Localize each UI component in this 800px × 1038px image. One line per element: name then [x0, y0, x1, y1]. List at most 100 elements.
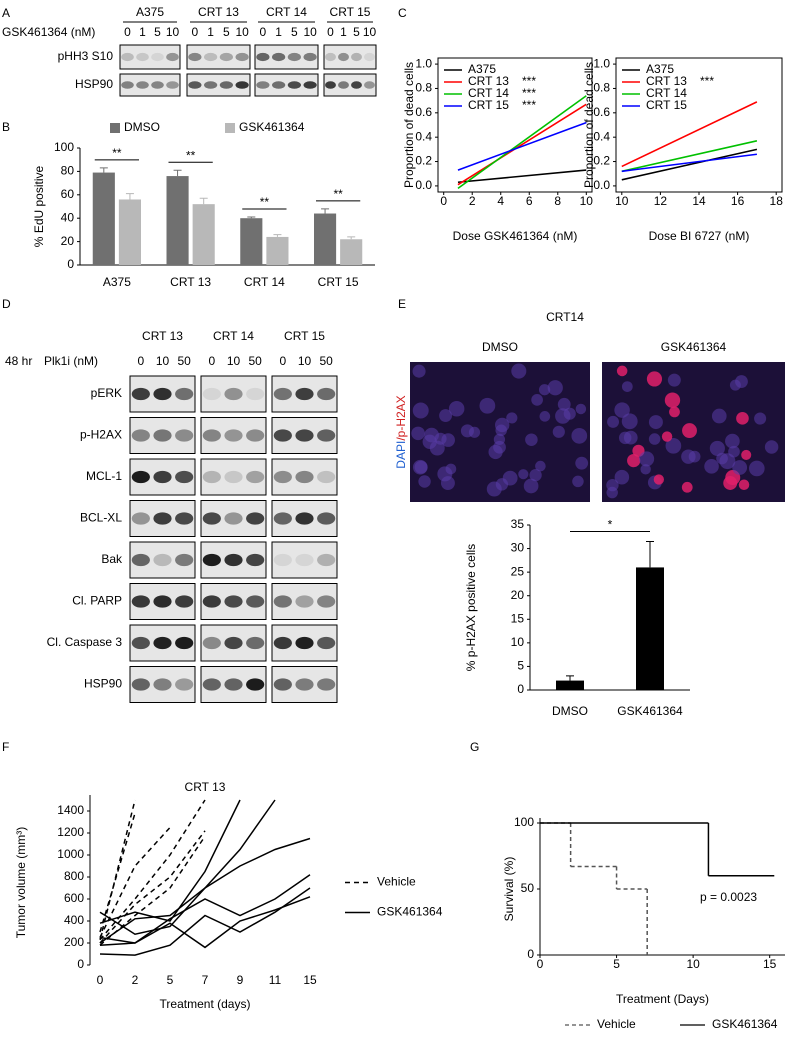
bar — [636, 567, 664, 690]
blot — [323, 44, 377, 70]
cell-line-label: A375 — [136, 5, 164, 19]
error-bar — [199, 197, 208, 205]
row-label: Cl. Caspase 3 — [47, 635, 123, 649]
blot-band — [202, 470, 221, 484]
bar — [556, 680, 584, 690]
nucleus — [614, 402, 630, 418]
y-tick-label: 60 — [61, 187, 75, 201]
nucleus — [440, 476, 455, 491]
y-axis-label: % EdU positive — [32, 165, 46, 247]
y-tick-label: 0.8 — [415, 81, 432, 95]
blot — [254, 73, 319, 97]
error-bar — [125, 193, 134, 200]
y-tick-label: 1200 — [57, 825, 84, 839]
x-tick-label: 12 — [654, 194, 668, 208]
blot-band — [136, 52, 149, 62]
stain-dapi: DAPI — [394, 441, 408, 469]
blot-band — [273, 553, 292, 567]
legend-label: Vehicle — [377, 875, 416, 889]
blot-band — [224, 429, 243, 442]
dose-label: 5 — [223, 25, 230, 39]
blot-band — [338, 52, 349, 62]
nucleus — [439, 409, 452, 423]
nucleus — [511, 363, 527, 379]
blot-band — [153, 595, 172, 608]
row-label: HSP90 — [84, 677, 122, 691]
blot-band — [273, 678, 292, 691]
blot-band — [351, 81, 362, 89]
blot-band — [131, 636, 150, 650]
nucleus — [640, 464, 651, 475]
nucleus — [538, 384, 551, 396]
nucleus — [571, 428, 588, 444]
blot — [119, 73, 181, 97]
nucleus — [618, 431, 632, 445]
cell-line-label: CRT 15 — [284, 329, 325, 343]
dose-label: 50 — [177, 354, 191, 368]
blot-band — [175, 636, 194, 650]
blot-band — [272, 52, 286, 62]
blot-band — [256, 52, 270, 62]
legend-label: CRT 13 — [646, 74, 687, 88]
significance-label: *** — [700, 74, 714, 88]
dose-label: 1 — [275, 25, 282, 39]
blot-band — [202, 678, 221, 691]
line — [621, 140, 758, 173]
nucleus — [639, 451, 655, 467]
blot-band — [202, 553, 221, 567]
y-tick-label: 0.4 — [593, 129, 610, 143]
row-label: BCL-XL — [80, 511, 122, 525]
blot-band — [273, 470, 292, 484]
blot-band — [224, 553, 243, 567]
dose-label: 0 — [260, 25, 267, 39]
blot-band — [153, 429, 172, 442]
error-bar — [247, 216, 256, 219]
nucleus — [502, 470, 518, 486]
y-tick-label: 0 — [67, 257, 74, 271]
blot-band — [131, 512, 150, 525]
line — [99, 826, 171, 938]
nucleus — [709, 440, 725, 456]
line — [457, 169, 587, 184]
nucleus — [729, 379, 741, 391]
blot-band — [175, 387, 194, 401]
blot-band — [224, 387, 243, 401]
blot-band — [151, 81, 164, 89]
nucleus — [535, 460, 546, 472]
condition-label: GSK461364 — [661, 340, 727, 354]
blot-band — [121, 81, 134, 89]
dose-label: 1 — [207, 25, 214, 39]
treatment-label: Plk1i (nM) — [44, 354, 98, 368]
blot-band — [219, 81, 233, 89]
blot-band — [175, 470, 194, 484]
x-tick-label: 2 — [132, 973, 139, 987]
blot-band — [295, 678, 314, 691]
line — [457, 121, 587, 171]
blot-band — [295, 387, 314, 401]
nucleus — [445, 463, 457, 475]
nucleus — [468, 426, 481, 438]
blot — [186, 73, 251, 97]
x-tick-label: 16 — [731, 194, 745, 208]
x-tick-label: 0 — [97, 973, 104, 987]
error-bar — [321, 208, 330, 214]
blot-band — [153, 387, 172, 401]
dose-label: 0 — [124, 25, 131, 39]
dose-label: 1 — [340, 25, 347, 39]
significance-label: *** — [522, 98, 536, 112]
blot-band — [188, 81, 202, 89]
y-tick-label: 40 — [61, 210, 75, 224]
blot-band — [303, 81, 317, 89]
blot-band — [235, 52, 249, 62]
y-tick-label: 0.4 — [415, 129, 432, 143]
nucleus — [572, 475, 584, 488]
significance-label: ** — [333, 187, 343, 201]
blot-band — [166, 52, 179, 62]
nucleus — [606, 486, 618, 499]
nucleus — [741, 449, 752, 460]
row-label: pHH3 S10 — [58, 49, 114, 63]
error-bar — [566, 675, 574, 681]
legend-label: A375 — [468, 62, 496, 76]
blot-band — [295, 429, 314, 442]
